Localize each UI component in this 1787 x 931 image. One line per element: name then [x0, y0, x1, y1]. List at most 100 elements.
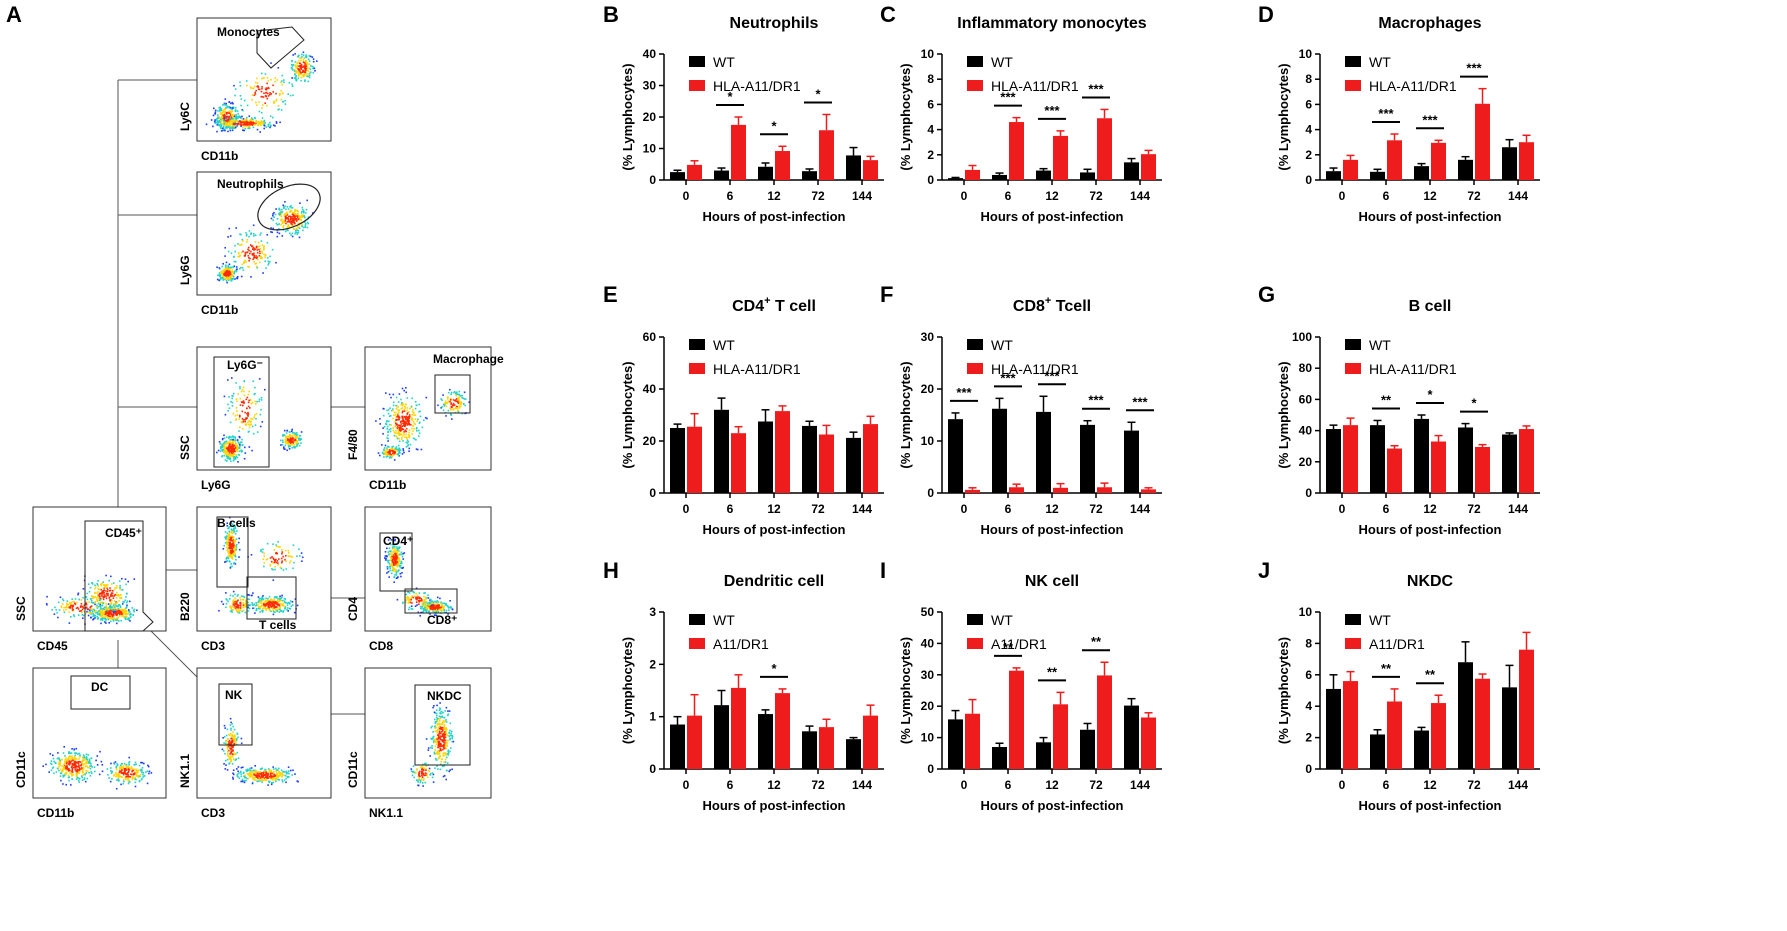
gate: [434, 374, 471, 414]
flow-xlabel: CD11b: [369, 478, 406, 492]
bar-hla-a11-dr1: [863, 160, 878, 180]
x-tick-label: 6: [727, 189, 734, 203]
x-axis-label: Hours of post-infection: [981, 522, 1124, 537]
flow-dots: [384, 538, 454, 617]
y-tick-label: 20: [643, 434, 657, 448]
flow-ylabel: Ly6C: [178, 102, 192, 131]
gate: [218, 683, 253, 746]
bar-hla-a11-dr1: [1141, 154, 1156, 180]
y-tick-label: 40: [643, 382, 657, 396]
bar-a11-dr1: [1053, 704, 1068, 769]
flow-dots: [375, 387, 470, 461]
significance-label: **: [1091, 634, 1102, 649]
bar-wt: [758, 166, 773, 180]
flow-plot-neut: Neutrophils CD11b Ly6G: [178, 171, 332, 317]
bar-wt: [1326, 171, 1341, 180]
bar-hla-a11-dr1: [775, 151, 790, 180]
bar-wt: [1458, 427, 1473, 493]
bar-a11-dr1: [1519, 649, 1534, 769]
bar-wt: [1414, 730, 1429, 769]
y-tick-label: 20: [643, 110, 657, 124]
x-tick-label: 72: [1467, 189, 1481, 203]
x-tick-label: 0: [961, 778, 968, 792]
legend-label: WT: [1369, 612, 1391, 628]
bar-wt: [1458, 159, 1473, 180]
significance-label: *: [771, 661, 777, 676]
bar-wt: [846, 437, 861, 493]
bar-hla-a11-dr1: [1141, 489, 1156, 493]
chart-title: B cell: [1409, 298, 1452, 315]
x-axis-label: Hours of post-infection: [1359, 209, 1502, 224]
y-tick-label: 8: [1305, 636, 1312, 650]
flow-xlabel: CD45: [37, 639, 68, 653]
y-axis-label: (% Lymphocytes): [620, 637, 635, 744]
x-tick-label: 72: [1089, 502, 1103, 516]
bar-wt: [846, 155, 861, 180]
x-tick-label: 6: [727, 778, 734, 792]
bar-wt: [714, 170, 729, 180]
chart-title: CD8+ Tcell: [1013, 295, 1091, 315]
bar-wt: [992, 174, 1007, 180]
bar-hla-a11-dr1: [687, 164, 702, 180]
flow-plot-cd48: CD4⁺ CD8⁺ CD8 CD4: [346, 506, 492, 653]
significance-label: ***: [1000, 370, 1016, 385]
gate-label: NK: [225, 688, 243, 702]
bar-wt: [802, 731, 817, 769]
bar-wt: [1370, 734, 1385, 769]
flow-plot-ly6gneg: Ly6G⁻ Ly6G SSC: [178, 346, 332, 492]
legend-label: A11/DR1: [1369, 636, 1425, 652]
x-tick-label: 6: [1383, 189, 1390, 203]
bar-wt: [1370, 425, 1385, 493]
significance-label: ***: [1088, 393, 1104, 408]
bar-hla-a11-dr1: [1475, 446, 1490, 493]
flow-xlabel: CD3: [201, 639, 225, 653]
flow-xlabel: CD11b: [37, 806, 74, 820]
y-tick-label: 80: [1299, 361, 1313, 375]
x-tick-label: 0: [1339, 189, 1346, 203]
flow-plot-mono: Monocytes CD11b Ly6C: [178, 17, 332, 163]
x-tick-label: 144: [1130, 778, 1150, 792]
legend-swatch: [1345, 638, 1361, 649]
flow-ylabel: SSC: [14, 596, 28, 621]
significance-label: **: [1003, 640, 1014, 655]
gate: [246, 576, 297, 620]
x-tick-label: 72: [1467, 778, 1481, 792]
significance-label: ***: [1044, 103, 1060, 118]
bar-wt: [670, 724, 685, 769]
bar-wt: [714, 705, 729, 769]
legend-label: A11/DR1: [991, 636, 1047, 652]
y-tick-label: 0: [927, 762, 934, 776]
legend-swatch: [967, 614, 983, 625]
bar-wt: [846, 739, 861, 769]
bar-wt: [670, 428, 685, 493]
flow-ylabel: NK1.1: [178, 754, 192, 788]
y-tick-label: 10: [921, 47, 935, 61]
legend-swatch: [1345, 614, 1361, 625]
x-tick-label: 12: [1423, 778, 1437, 792]
panel-label-g: G: [1258, 282, 1275, 307]
x-tick-label: 144: [852, 778, 872, 792]
legend-label: WT: [1369, 337, 1391, 353]
chart-e: E CD4+ T cell 0 20 40 60 0 6 12 72 144 Hours of pos…: [603, 282, 884, 537]
bar-hla-a11-dr1: [1009, 487, 1024, 493]
bar-wt: [992, 408, 1007, 493]
bar-hla-a11-dr1: [1097, 487, 1112, 493]
flow-dots: [216, 199, 314, 284]
bar-wt: [1080, 172, 1095, 180]
flow-ylabel: SSC: [178, 435, 192, 460]
legend-swatch: [1345, 80, 1361, 91]
flow-dots: [205, 51, 318, 133]
gate-label-2: CD8⁺: [427, 613, 457, 627]
x-tick-label: 72: [811, 778, 825, 792]
flow-plot-frame: [364, 506, 492, 632]
y-tick-label: 0: [927, 173, 934, 187]
gate: [216, 516, 249, 588]
bar-wt: [758, 421, 773, 493]
y-tick-label: 0: [1305, 486, 1312, 500]
flow-dots: [45, 574, 138, 625]
panel-label-h: H: [603, 558, 619, 583]
significance-label: ***: [1088, 81, 1104, 96]
bar-hla-a11-dr1: [965, 489, 980, 493]
